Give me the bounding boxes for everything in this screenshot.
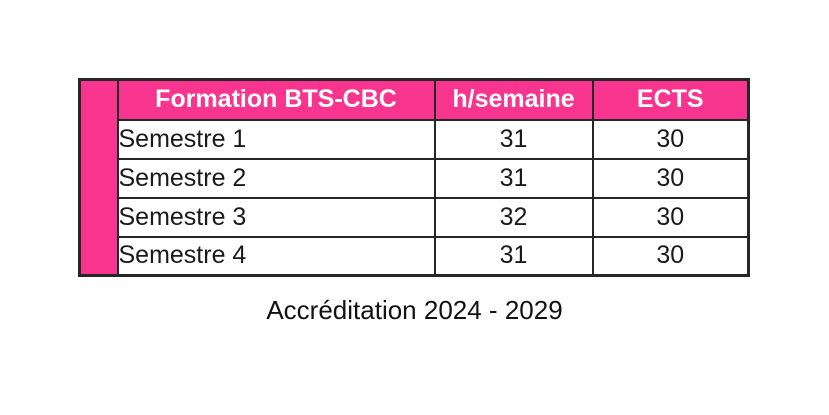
table-row-semestre-4: Semestre 4 31 30 xyxy=(80,235,750,277)
column-header-ects: ECTS xyxy=(591,78,750,121)
hours-cell: 31 xyxy=(433,157,594,199)
formation-schedule-table: Formation BTS-CBC h/semaine ECTS Semestr… xyxy=(78,78,750,277)
header-row: Formation BTS-CBC h/semaine ECTS xyxy=(78,78,750,277)
table-row-semestre-1: Semestre 1 31 30 xyxy=(80,118,750,160)
ects-cell: 30 xyxy=(591,235,750,277)
row-label-cell: Semestre 1 xyxy=(116,118,436,160)
column-header-formation: Formation BTS-CBC xyxy=(116,78,436,121)
column-header-hours: h/semaine xyxy=(433,78,594,121)
ects-cell: 30 xyxy=(591,196,750,238)
ects-cell: 30 xyxy=(591,157,750,199)
hours-cell: 31 xyxy=(433,118,594,160)
table-row-semestre-3: Semestre 3 32 30 xyxy=(80,196,750,238)
table-row-semestre-2: Semestre 2 31 30 xyxy=(80,157,750,199)
hours-cell: 31 xyxy=(433,235,594,277)
ects-cell: 30 xyxy=(591,118,750,160)
pink-accent-bar xyxy=(78,78,119,277)
row-label-cell: Semestre 3 xyxy=(116,196,436,238)
row-label-cell: Semestre 4 xyxy=(116,235,436,277)
row-label-cell: Semestre 2 xyxy=(116,157,436,199)
accreditation-caption: Accréditation 2024 - 2029 xyxy=(266,295,563,325)
hours-cell: 32 xyxy=(433,196,594,238)
